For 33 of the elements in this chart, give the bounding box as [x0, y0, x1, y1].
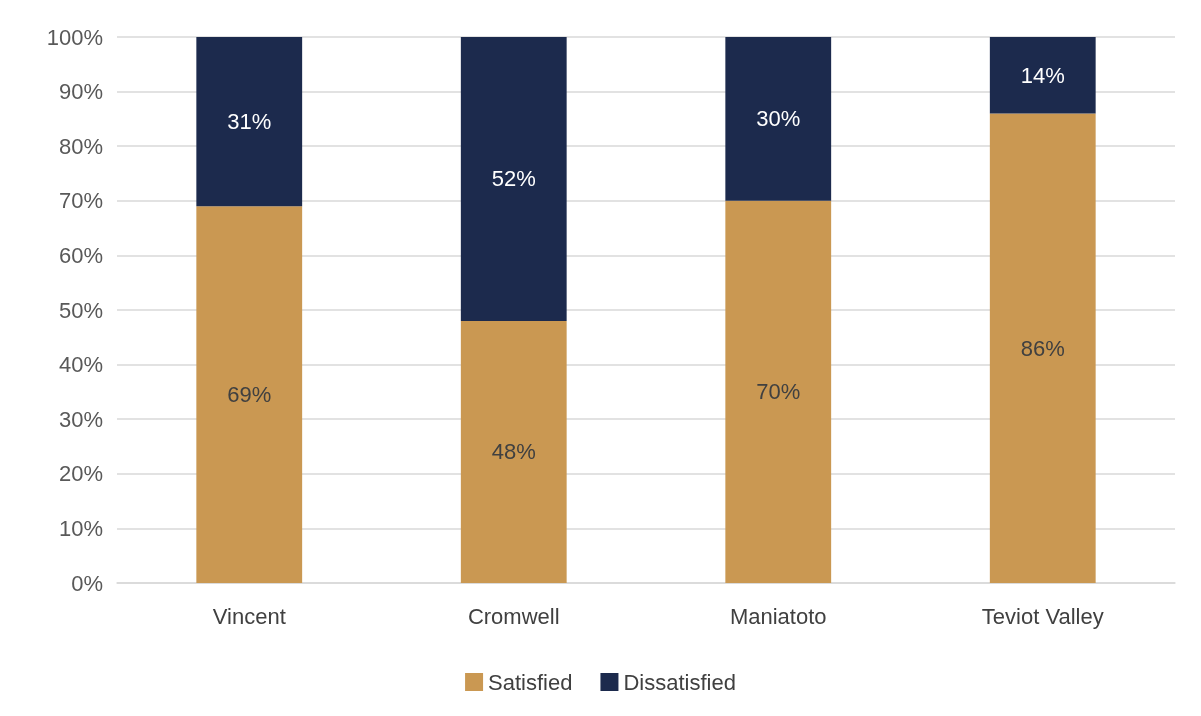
data-label: 52%: [491, 166, 536, 192]
data-label: 86%: [1020, 335, 1065, 361]
y-tick-label: 50%: [58, 297, 103, 323]
bar: [460, 320, 567, 583]
bar: [196, 37, 303, 207]
legend-label: Satisfied: [488, 669, 573, 695]
x-tick-label: Teviot Valley: [981, 603, 1104, 629]
y-tick-label: 10%: [58, 515, 103, 541]
y-tick-label: 0%: [71, 570, 103, 596]
bar: [989, 113, 1096, 583]
y-tick-label: 30%: [58, 406, 103, 432]
x-tick-label: Maniatoto: [729, 603, 827, 629]
x-tick-label: Vincent: [212, 603, 286, 629]
bar: [989, 37, 1096, 114]
data-label: 69%: [227, 382, 272, 408]
data-label: 31%: [227, 109, 272, 135]
data-label: 30%: [756, 106, 801, 132]
y-tick-label: 100%: [46, 24, 103, 50]
data-label: 48%: [491, 439, 536, 465]
data-label: 70%: [756, 379, 801, 405]
bar: [196, 206, 303, 583]
data-label: 14%: [1020, 62, 1065, 88]
x-tick-label: Cromwell: [467, 603, 560, 629]
y-tick-label: 90%: [58, 79, 103, 105]
y-tick-label: 60%: [58, 242, 103, 268]
y-tick-label: 40%: [58, 352, 103, 378]
bar: [725, 200, 832, 583]
bar: [725, 37, 832, 201]
y-tick-label: 20%: [58, 461, 103, 487]
y-tick-label: 70%: [58, 188, 103, 214]
y-tick-label: 80%: [58, 133, 103, 159]
legend-label: Dissatisfied: [623, 669, 736, 695]
bar: [460, 37, 567, 321]
